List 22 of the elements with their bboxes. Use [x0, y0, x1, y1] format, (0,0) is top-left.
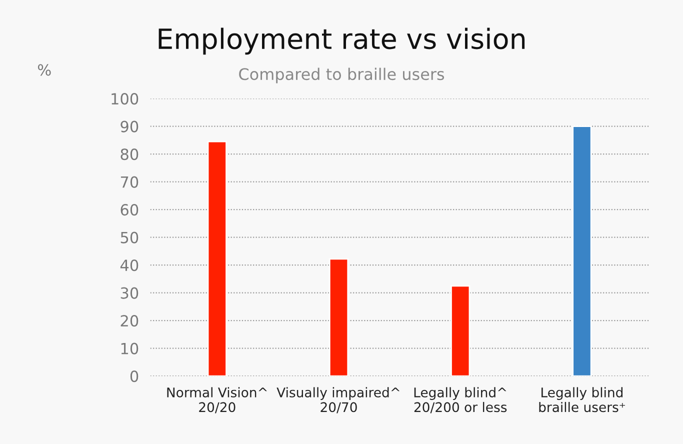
y-tick-label: 30	[120, 287, 138, 299]
y-tick-label: 80	[120, 148, 138, 160]
y-axis-title: %	[38, 64, 51, 76]
x-tick-label: Legally blind^ 20/200 or less	[414, 387, 507, 414]
y-tick-label: 10	[121, 342, 138, 354]
chart-title: Employment rate vs vision	[158, 28, 525, 55]
y-tick-label: 100	[112, 93, 138, 105]
bar	[572, 126, 592, 376]
x-tick-label: Normal Vision^ 20/20	[167, 387, 267, 414]
x-tick-label: Visually impaired^ 20/70	[276, 387, 400, 414]
chart-subtitle: Compared to braille users	[239, 68, 444, 84]
y-tick-label: 20	[120, 315, 138, 327]
y-tick-label: 70	[120, 176, 138, 188]
y-tick-label: 0	[130, 370, 138, 382]
bar	[450, 285, 470, 376]
y-tick-label: 40	[120, 260, 138, 272]
bar	[207, 140, 227, 376]
y-tick-label: 90	[120, 120, 138, 132]
y-tick-label: 60	[120, 204, 138, 216]
x-tick-label: Legally blind braille users⁺	[539, 387, 625, 412]
y-tick-label: 50	[120, 232, 138, 244]
bar	[328, 258, 349, 376]
